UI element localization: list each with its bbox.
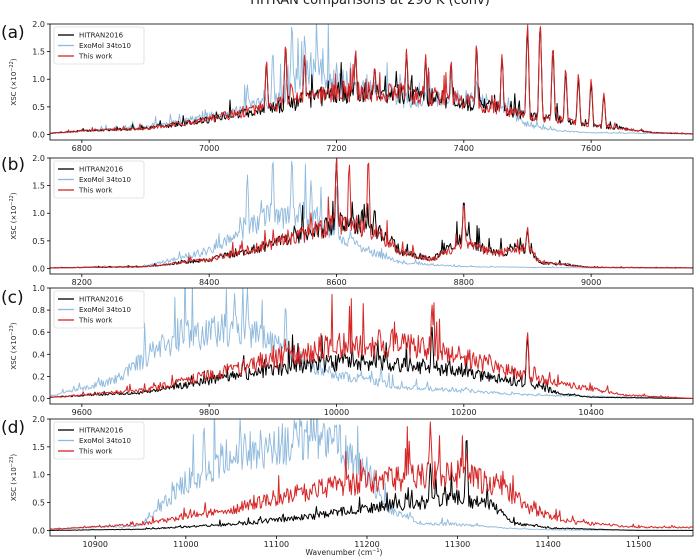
y-tick-label: 0.5 [32, 103, 45, 112]
series-group [50, 419, 693, 531]
x-tick-label: 11500 [626, 540, 651, 549]
y-tick-label: 0.4 [32, 350, 45, 359]
series-line-hitran [50, 439, 693, 531]
series-group [50, 158, 693, 269]
x-tick-label: 11400 [535, 540, 560, 549]
series-line-exomol [50, 288, 693, 399]
series-group [50, 24, 693, 135]
y-tick-label: 0.2 [32, 372, 45, 381]
y-tick-label: 0.5 [32, 499, 45, 508]
y-tick-label: 0.0 [32, 130, 45, 139]
series-line-hitran [50, 326, 693, 399]
plot-frame [49, 23, 694, 141]
x-axis-label: Wavenumber (cm−1) [306, 548, 383, 557]
legend-label-exomol: ExoMol 34to10 [79, 306, 131, 314]
legend-box [53, 421, 145, 460]
legend-label-hitran: HITRAN2016 [79, 166, 124, 174]
series-line-thiswork [50, 421, 693, 530]
x-tick-label: 9800 [199, 408, 219, 417]
x-tick-label: 10000 [324, 408, 349, 417]
legend: HITRAN2016 ExoMol 34to10 This work [53, 290, 145, 329]
y-tick-label: 1.5 [32, 48, 45, 57]
legend: HITRAN2016 ExoMol 34to10 This work [53, 26, 145, 65]
legend-label-exomol: ExoMol 34to10 [79, 437, 131, 445]
panels: 6800 7000 7200 7400 7600 0.0 0.5 1.0 1.5 2.0 XSC (… [1, 20, 694, 549]
chart-panel: 8200 8400 8600 8800 9000 0.0 0.5 1.0 1.5 2.0 XSC (… [1, 154, 694, 287]
y-tick-label: 0.8 [32, 306, 45, 315]
panel-label: (c) [1, 288, 24, 308]
plot-frame [49, 418, 694, 537]
legend-box [53, 26, 145, 65]
x-tick-label: 10400 [578, 408, 603, 417]
legend-label-exomol: ExoMol 34to10 [79, 42, 131, 50]
series-line-thiswork [50, 158, 693, 269]
legend-label-thiswork: This work [78, 317, 113, 325]
legend-label-thiswork: This work [78, 448, 113, 456]
y-tick-label: 0.0 [32, 394, 45, 403]
x-tick-label: 8800 [454, 278, 474, 287]
y-tick-label: 1.0 [32, 209, 45, 218]
x-tick-label: 8600 [326, 278, 346, 287]
y-tick-label: 1.0 [32, 471, 45, 480]
series-line-thiswork [50, 293, 693, 399]
legend: HITRAN2016 ExoMol 34to10 This work [53, 421, 145, 460]
series-line-exomol [50, 24, 693, 135]
x-tick-label: 9000 [581, 278, 601, 287]
y-tick-label: 2.0 [32, 154, 45, 163]
x-tick-label: 8200 [72, 278, 92, 287]
series-line-exomol [50, 419, 693, 531]
chart-panel: 9600 9800 10000 10200 10400 0.0 0.2 0.4 0.6 0.8 1.… [1, 284, 694, 417]
legend-label-hitran: HITRAN2016 [79, 427, 124, 435]
legend-label-hitran: HITRAN2016 [79, 296, 124, 304]
series-line-thiswork [50, 24, 693, 135]
chart-panel: 10900 11000 11100 11200 11300 11400 11500 0.0 0.… [1, 415, 694, 549]
legend-box [53, 160, 145, 199]
x-tick-label: 10900 [83, 540, 108, 549]
series-line-exomol [50, 160, 693, 269]
x-tick-label: 7200 [326, 144, 346, 153]
x-tick-label: 7400 [454, 144, 474, 153]
x-tick-label: 10200 [451, 408, 476, 417]
y-axis-label: XSC (×10−22) [9, 58, 18, 105]
x-tick-label: 11300 [445, 540, 470, 549]
series-line-hitran [50, 26, 693, 135]
panel-label: (b) [1, 155, 25, 175]
y-axis-label: XSC (×10−23) [9, 322, 18, 369]
x-tick-label: 11100 [264, 540, 289, 549]
x-tick-label: 7600 [581, 144, 601, 153]
legend-label-exomol: ExoMol 34to10 [79, 176, 131, 184]
legend-label-thiswork: This work [78, 187, 113, 195]
x-tick-label: 9600 [72, 408, 92, 417]
legend-label-hitran: HITRAN2016 [79, 32, 124, 40]
plot-frame [49, 287, 694, 405]
panel-label: (a) [1, 23, 25, 43]
y-axis-label: XSC (×10−22) [9, 192, 18, 239]
x-tick-label: 11000 [173, 540, 198, 549]
chart-panel: 6800 7000 7200 7400 7600 0.0 0.5 1.0 1.5 2.0 XSC (… [1, 20, 694, 153]
y-tick-label: 0.0 [32, 264, 45, 273]
y-tick-label: 2.0 [32, 20, 45, 29]
legend-label-thiswork: This work [78, 53, 113, 61]
y-tick-label: 1.5 [32, 182, 45, 191]
y-tick-label: 0.5 [32, 237, 45, 246]
y-tick-label: 0.6 [32, 328, 45, 337]
plot-frame [49, 157, 694, 275]
legend-box [53, 290, 145, 329]
x-tick-label: 8400 [199, 278, 219, 287]
y-tick-label: 1.5 [32, 443, 45, 452]
y-tick-label: 1.0 [32, 75, 45, 84]
x-tick-label: 7000 [199, 144, 219, 153]
figure-title: HITRAN comparisons at 296 K (conv) [250, 0, 490, 8]
y-axis-label: XSC (×10−23) [9, 454, 18, 501]
x-tick-label: 11200 [354, 540, 379, 549]
panel-label: (d) [1, 418, 25, 438]
y-tick-label: 2.0 [32, 415, 45, 424]
legend: HITRAN2016 ExoMol 34to10 This work [53, 160, 145, 199]
y-tick-label: 0.0 [32, 526, 45, 535]
series-group [50, 288, 693, 399]
y-tick-label: 1.0 [32, 284, 45, 293]
x-tick-label: 6800 [72, 144, 92, 153]
